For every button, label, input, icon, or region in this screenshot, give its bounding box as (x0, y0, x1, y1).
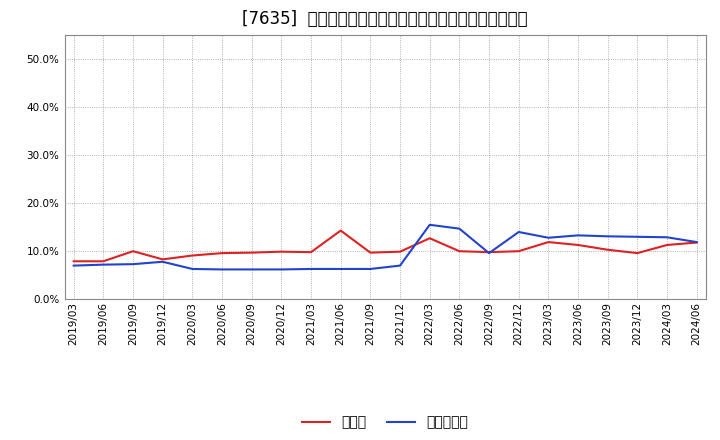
現頲金 (574, 242, 582, 248)
現頲金 (366, 250, 374, 255)
現頲金 (662, 242, 671, 248)
現頲金 (603, 247, 612, 253)
現頲金 (99, 259, 108, 264)
有利子負債 (485, 250, 493, 256)
現頲金 (426, 235, 434, 241)
有利子負債 (99, 262, 108, 267)
有利子負債 (514, 229, 523, 235)
現頲金 (69, 259, 78, 264)
現頲金 (455, 249, 464, 254)
現頲金 (217, 250, 226, 256)
有利子負債 (69, 263, 78, 268)
Line: 有利子負債: 有利子負債 (73, 225, 697, 269)
有利子負債 (426, 222, 434, 227)
現頲金 (485, 249, 493, 255)
現頲金 (514, 249, 523, 254)
現頲金 (633, 250, 642, 256)
有利子負債 (217, 267, 226, 272)
有利子負債 (336, 266, 345, 271)
有利子負債 (366, 266, 374, 271)
現頲金 (277, 249, 286, 254)
現頲金 (188, 253, 197, 258)
有利子負債 (188, 266, 197, 271)
有利子負債 (603, 234, 612, 239)
現頲金 (158, 257, 167, 262)
Title: [7635]  現頲金、有利子負債の総資産に対する比率の推移: [7635] 現頲金、有利子負債の総資産に対する比率の推移 (243, 10, 528, 28)
現頲金 (307, 249, 315, 255)
有利子負債 (248, 267, 256, 272)
有利子負債 (158, 259, 167, 264)
有利子負債 (129, 261, 138, 267)
現頲金 (248, 250, 256, 255)
現頲金 (336, 228, 345, 233)
有利子負債 (662, 235, 671, 240)
現頲金 (693, 240, 701, 245)
有利子負債 (633, 234, 642, 239)
現頲金 (129, 249, 138, 254)
有利子負債 (693, 239, 701, 245)
有利子負債 (307, 266, 315, 271)
有利子負債 (455, 226, 464, 231)
Line: 現頲金: 現頲金 (73, 231, 697, 261)
Legend: 現頲金, 有利子負債: 現頲金, 有利子負債 (302, 415, 468, 429)
現頲金 (544, 239, 553, 245)
有利子負債 (574, 233, 582, 238)
現頲金 (396, 249, 405, 254)
有利子負債 (396, 263, 405, 268)
有利子負債 (277, 267, 286, 272)
有利子負債 (544, 235, 553, 240)
